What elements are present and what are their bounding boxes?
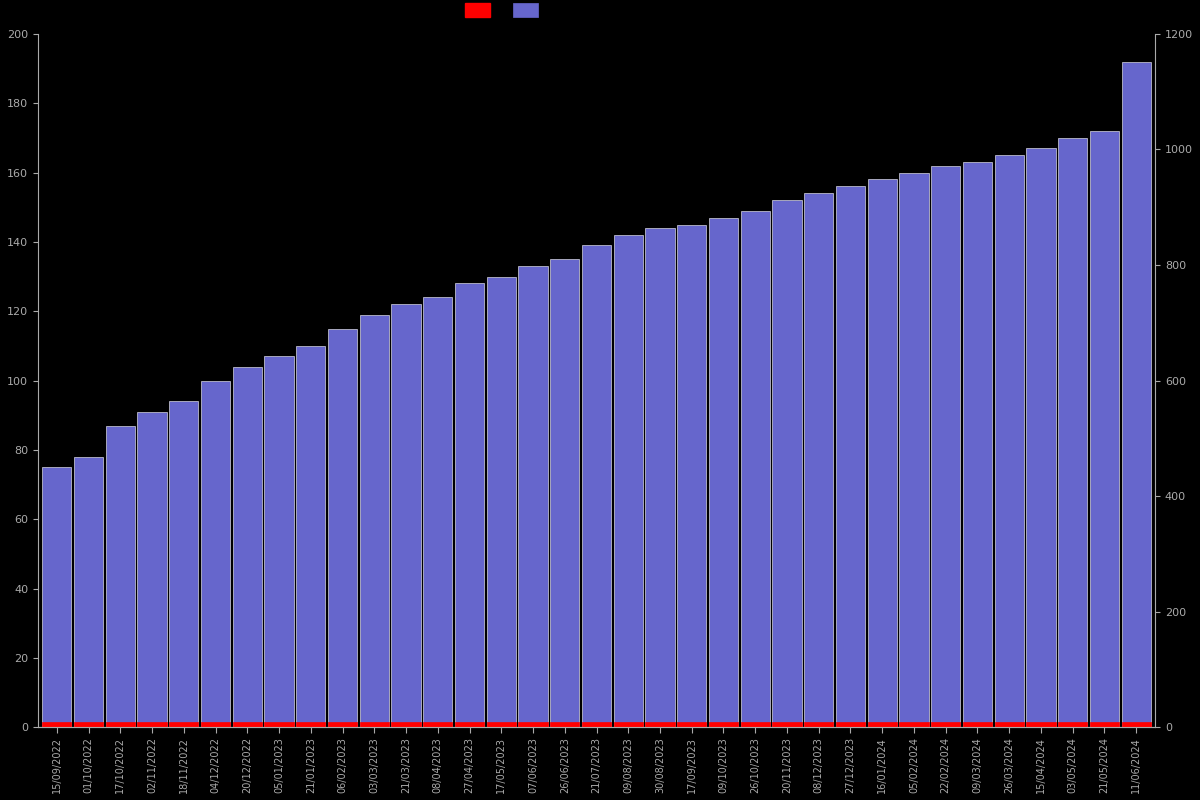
Bar: [518, 722, 547, 727]
Bar: [677, 722, 707, 727]
Bar: [169, 722, 198, 727]
Bar: [582, 246, 611, 727]
Bar: [233, 722, 262, 727]
Bar: [995, 722, 1024, 727]
Bar: [264, 722, 294, 727]
Bar: [550, 259, 580, 727]
Bar: [138, 412, 167, 727]
Bar: [740, 210, 770, 727]
Bar: [264, 356, 294, 727]
Bar: [804, 722, 833, 727]
Bar: [613, 722, 643, 727]
Bar: [296, 346, 325, 727]
Bar: [296, 722, 325, 727]
Bar: [138, 722, 167, 727]
Bar: [74, 722, 103, 727]
Bar: [1090, 722, 1120, 727]
Bar: [106, 722, 134, 727]
Bar: [962, 722, 992, 727]
Bar: [677, 225, 707, 727]
Bar: [455, 722, 484, 727]
Bar: [1058, 138, 1087, 727]
Bar: [487, 277, 516, 727]
Bar: [962, 162, 992, 727]
Bar: [391, 722, 421, 727]
Bar: [899, 173, 929, 727]
Bar: [995, 155, 1024, 727]
Bar: [709, 218, 738, 727]
Bar: [1122, 722, 1151, 727]
Bar: [455, 283, 484, 727]
Bar: [424, 298, 452, 727]
Bar: [391, 304, 421, 727]
Bar: [899, 722, 929, 727]
Bar: [868, 722, 896, 727]
Bar: [740, 722, 770, 727]
Bar: [709, 722, 738, 727]
Bar: [773, 722, 802, 727]
Bar: [169, 402, 198, 727]
Bar: [868, 179, 896, 727]
Bar: [74, 457, 103, 727]
Bar: [42, 722, 72, 727]
Bar: [518, 266, 547, 727]
Bar: [836, 722, 865, 727]
Bar: [931, 166, 960, 727]
Bar: [487, 722, 516, 727]
Bar: [1026, 148, 1056, 727]
Bar: [582, 722, 611, 727]
Bar: [931, 722, 960, 727]
Bar: [646, 722, 674, 727]
Bar: [1090, 131, 1120, 727]
Bar: [773, 200, 802, 727]
Bar: [550, 722, 580, 727]
Bar: [200, 381, 230, 727]
Bar: [1122, 62, 1151, 727]
Bar: [328, 722, 358, 727]
Bar: [360, 722, 389, 727]
Bar: [804, 194, 833, 727]
Bar: [328, 329, 358, 727]
Bar: [106, 426, 134, 727]
Bar: [42, 467, 72, 727]
Bar: [836, 186, 865, 727]
Bar: [1058, 722, 1087, 727]
Bar: [1026, 722, 1056, 727]
Bar: [424, 722, 452, 727]
Bar: [233, 366, 262, 727]
Bar: [613, 235, 643, 727]
Bar: [360, 314, 389, 727]
Bar: [200, 722, 230, 727]
Legend: , : ,: [466, 2, 548, 18]
Bar: [646, 228, 674, 727]
